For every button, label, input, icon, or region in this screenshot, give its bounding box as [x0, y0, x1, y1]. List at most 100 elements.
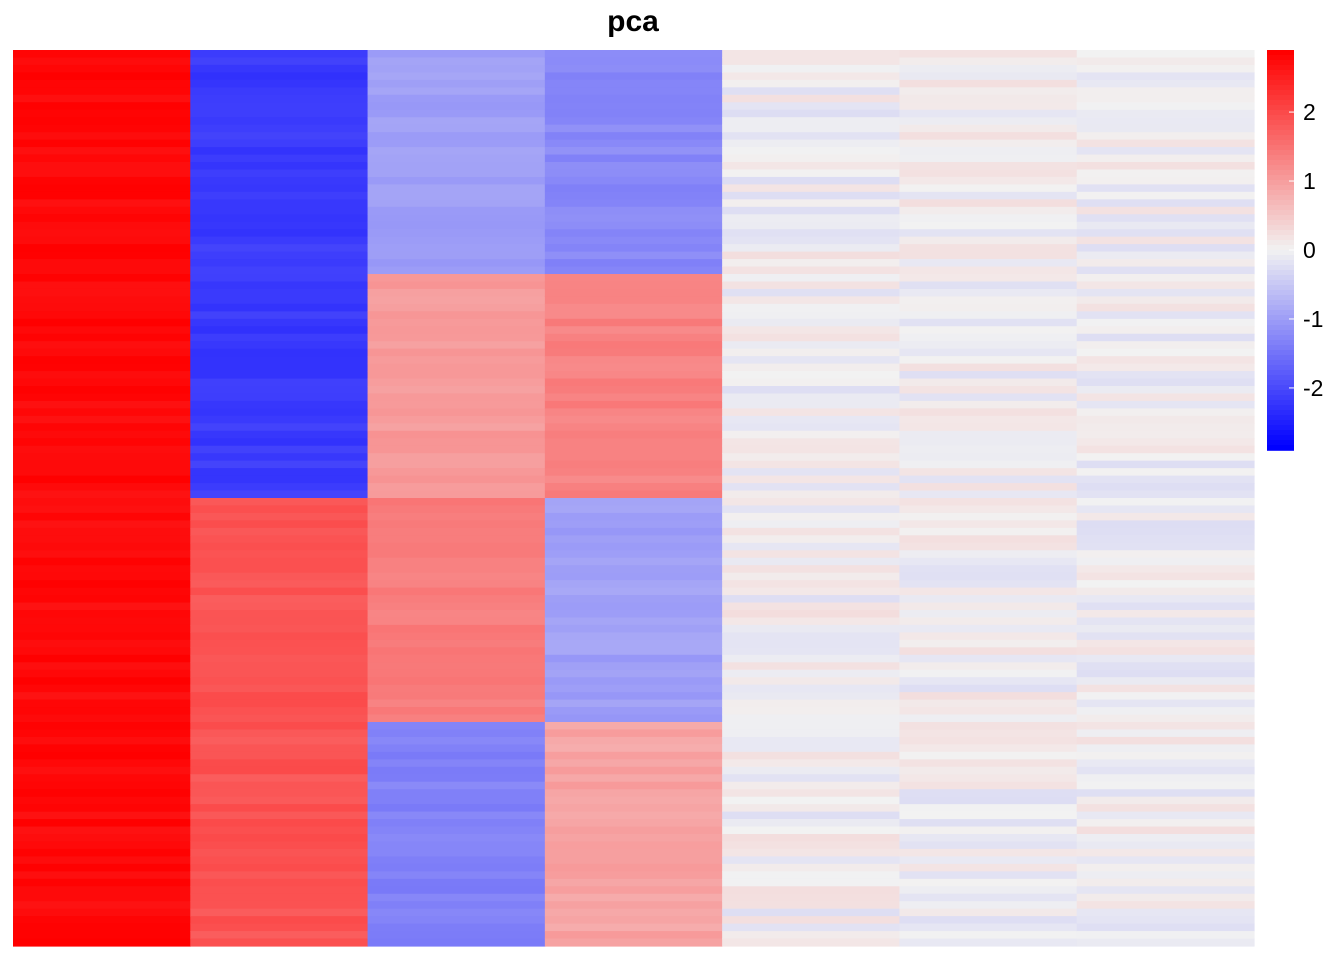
heatmap-cell: [190, 610, 369, 619]
heatmap-cell: [1076, 878, 1255, 887]
heatmap-cell: [367, 722, 546, 731]
heatmap-cell: [13, 288, 191, 297]
heatmap-cell: [722, 707, 901, 716]
heatmap-cell: [190, 274, 369, 283]
heatmap-cell: [367, 244, 546, 253]
legend-color-step: [1267, 340, 1294, 346]
heatmap-cell: [13, 677, 191, 686]
heatmap-cell: [1076, 475, 1255, 484]
heatmap-cell: [367, 94, 546, 103]
heatmap-cell: [899, 848, 1078, 857]
heatmap-cell: [1076, 303, 1255, 312]
legend-color-step: [1267, 395, 1294, 401]
heatmap-cell: [13, 363, 191, 372]
heatmap-cell: [899, 654, 1078, 663]
heatmap-cell: [367, 639, 546, 648]
heatmap-cell: [899, 244, 1078, 253]
heatmap-cell: [899, 460, 1078, 469]
heatmap-cell: [1076, 602, 1255, 611]
heatmap-cell: [722, 281, 901, 290]
heatmap-cell: [722, 699, 901, 708]
heatmap-cell: [190, 707, 369, 716]
heatmap-cell: [722, 326, 901, 335]
heatmap-cell: [190, 908, 369, 917]
heatmap-cell: [13, 236, 191, 245]
heatmap-cell: [367, 363, 546, 372]
heatmap-cell: [899, 901, 1078, 910]
heatmap-cell: [190, 363, 369, 372]
heatmap-cell: [722, 893, 901, 902]
heatmap-cell: [722, 236, 901, 245]
heatmap-cell: [544, 886, 723, 895]
legend-color-step: [1267, 140, 1294, 146]
heatmap-cell: [13, 296, 191, 305]
heatmap-cell: [899, 647, 1078, 656]
heatmap-cell: [190, 841, 369, 850]
heatmap-cell: [722, 72, 901, 81]
heatmap-cell: [367, 132, 546, 141]
heatmap-cell: [544, 684, 723, 693]
heatmap-cell: [1076, 341, 1255, 350]
heatmap-cell: [544, 132, 723, 141]
heatmap-cell: [899, 483, 1078, 492]
heatmap-cell: [13, 595, 191, 604]
legend-color-step: [1267, 175, 1294, 181]
heatmap-cell: [13, 79, 191, 88]
legend-color-step: [1267, 375, 1294, 381]
heatmap-cell: [899, 550, 1078, 559]
heatmap-cell: [13, 162, 191, 171]
heatmap-cell: [367, 102, 546, 111]
heatmap-cell: [1076, 176, 1255, 185]
heatmap-cell: [367, 87, 546, 96]
heatmap-cell: [899, 378, 1078, 387]
heatmap-cell: [13, 580, 191, 589]
heatmap-cell: [1076, 64, 1255, 73]
heatmap-cell: [1076, 819, 1255, 828]
heatmap-cell: [13, 415, 191, 424]
heatmap-cell: [544, 303, 723, 312]
heatmap-cell: [899, 759, 1078, 768]
heatmap-cell: [13, 811, 191, 820]
heatmap-cell: [13, 176, 191, 185]
legend-tick-label: -2: [1303, 375, 1323, 401]
legend-color-step: [1267, 65, 1294, 71]
heatmap-cell: [722, 774, 901, 783]
heatmap-cell: [1076, 744, 1255, 753]
legend-color-step: [1267, 220, 1294, 226]
legend-color-step: [1267, 300, 1294, 306]
heatmap-cell: [367, 139, 546, 148]
legend-color-step: [1267, 245, 1294, 251]
heatmap-cell: [544, 102, 723, 111]
heatmap-cell: [899, 102, 1078, 111]
legend-color-step: [1267, 385, 1294, 391]
heatmap-cell: [190, 94, 369, 103]
heatmap-cell: [1076, 535, 1255, 544]
legend-color-step: [1267, 55, 1294, 61]
heatmap-cell: [367, 348, 546, 357]
legend-color-step: [1267, 250, 1294, 256]
heatmap-cell: [544, 848, 723, 857]
heatmap-cell: [13, 722, 191, 731]
heatmap-cell: [544, 348, 723, 357]
heatmap-cell: [544, 87, 723, 96]
heatmap-cell: [722, 729, 901, 738]
legend-color-step: [1267, 275, 1294, 281]
heatmap-cell: [722, 303, 901, 312]
heatmap-cell: [544, 288, 723, 297]
heatmap-cell: [899, 259, 1078, 268]
heatmap-cell: [899, 505, 1078, 514]
heatmap-cell: [722, 647, 901, 656]
heatmap-cell: [13, 826, 191, 835]
heatmap-cell: [899, 445, 1078, 454]
heatmap-cell: [899, 878, 1078, 887]
heatmap-cell: [13, 669, 191, 678]
heatmap-cell: [1076, 931, 1255, 940]
heatmap-cell: [544, 781, 723, 790]
heatmap-cell: [367, 438, 546, 447]
heatmap-cell: [1076, 221, 1255, 230]
heatmap-cell: [367, 386, 546, 395]
heatmap-cell: [544, 386, 723, 395]
legend-color-step: [1267, 290, 1294, 296]
heatmap-cell: [13, 751, 191, 760]
heatmap-cell: [722, 595, 901, 604]
